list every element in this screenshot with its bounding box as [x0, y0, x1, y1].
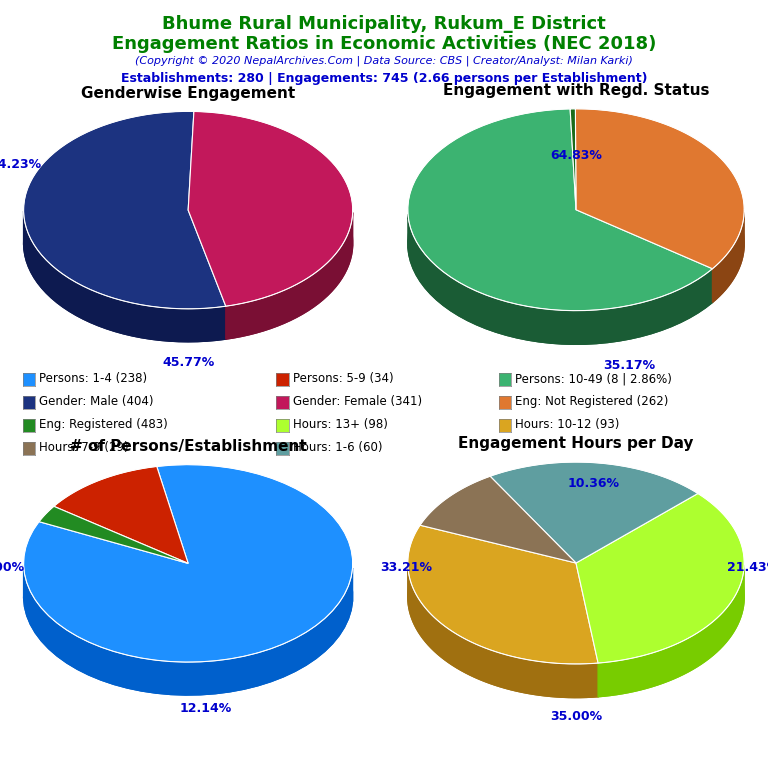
Polygon shape: [24, 498, 353, 695]
Polygon shape: [570, 142, 576, 243]
Text: Hours: 1-6 (60): Hours: 1-6 (60): [293, 442, 382, 454]
Text: Eng: Registered (483): Eng: Registered (483): [39, 419, 168, 431]
Polygon shape: [570, 109, 576, 210]
Polygon shape: [713, 213, 744, 303]
Text: Hours: 13+ (98): Hours: 13+ (98): [293, 419, 388, 431]
Text: Gender: Female (341): Gender: Female (341): [293, 396, 422, 408]
Polygon shape: [575, 109, 744, 269]
Text: 10.36%: 10.36%: [568, 478, 620, 491]
Polygon shape: [490, 462, 698, 563]
Polygon shape: [54, 499, 188, 596]
Text: Hours: 7-9 (29): Hours: 7-9 (29): [39, 442, 129, 454]
Text: Eng: Not Registered (262): Eng: Not Registered (262): [515, 396, 669, 408]
Polygon shape: [24, 144, 226, 342]
Polygon shape: [54, 466, 188, 564]
Polygon shape: [576, 527, 744, 697]
Polygon shape: [576, 494, 744, 663]
Polygon shape: [598, 565, 744, 697]
Polygon shape: [39, 539, 188, 596]
Text: Persons: 10-49 (8 | 2.86%): Persons: 10-49 (8 | 2.86%): [515, 372, 672, 385]
Title: # of Persons/Establishment: # of Persons/Establishment: [70, 439, 306, 454]
Polygon shape: [408, 559, 598, 697]
Text: 85.00%: 85.00%: [0, 561, 24, 574]
Polygon shape: [408, 564, 598, 697]
Polygon shape: [24, 111, 226, 309]
Text: Persons: 1-4 (238): Persons: 1-4 (238): [39, 372, 147, 385]
Polygon shape: [39, 506, 188, 564]
Polygon shape: [490, 495, 698, 597]
Polygon shape: [408, 214, 713, 344]
Polygon shape: [188, 111, 353, 306]
Text: 45.77%: 45.77%: [162, 356, 214, 369]
Polygon shape: [420, 476, 576, 563]
Text: 54.23%: 54.23%: [0, 158, 41, 171]
Text: Hours: 10-12 (93): Hours: 10-12 (93): [515, 419, 620, 431]
Text: 35.00%: 35.00%: [550, 710, 602, 723]
Text: Persons: 5-9 (34): Persons: 5-9 (34): [293, 372, 393, 385]
Polygon shape: [24, 565, 353, 695]
Text: 35.17%: 35.17%: [603, 359, 655, 372]
Polygon shape: [420, 510, 576, 597]
Title: Engagement with Regd. Status: Engagement with Regd. Status: [442, 83, 710, 98]
Text: 12.14%: 12.14%: [179, 702, 232, 715]
Title: Genderwise Engagement: Genderwise Engagement: [81, 85, 295, 101]
Text: Engagement Ratios in Economic Activities (NEC 2018): Engagement Ratios in Economic Activities…: [112, 35, 656, 52]
Text: Bhume Rural Municipality, Rukum_E District: Bhume Rural Municipality, Rukum_E Distri…: [162, 15, 606, 33]
Text: 21.43%: 21.43%: [727, 561, 768, 574]
Text: 33.21%: 33.21%: [380, 561, 432, 574]
Polygon shape: [24, 465, 353, 662]
Polygon shape: [575, 142, 744, 303]
Polygon shape: [188, 144, 353, 339]
Text: Establishments: 280 | Engagements: 745 (2.66 persons per Establishment): Establishments: 280 | Engagements: 745 (…: [121, 72, 647, 85]
Text: (Copyright © 2020 NepalArchives.Com | Data Source: CBS | Creator/Analyst: Milan : (Copyright © 2020 NepalArchives.Com | Da…: [135, 55, 633, 66]
Polygon shape: [226, 213, 353, 339]
Polygon shape: [408, 525, 598, 664]
Text: Gender: Male (404): Gender: Male (404): [39, 396, 154, 408]
Polygon shape: [408, 109, 713, 311]
Title: Engagement Hours per Day: Engagement Hours per Day: [458, 436, 694, 451]
Polygon shape: [408, 143, 713, 344]
Text: 64.83%: 64.83%: [550, 150, 602, 162]
Polygon shape: [24, 211, 226, 342]
